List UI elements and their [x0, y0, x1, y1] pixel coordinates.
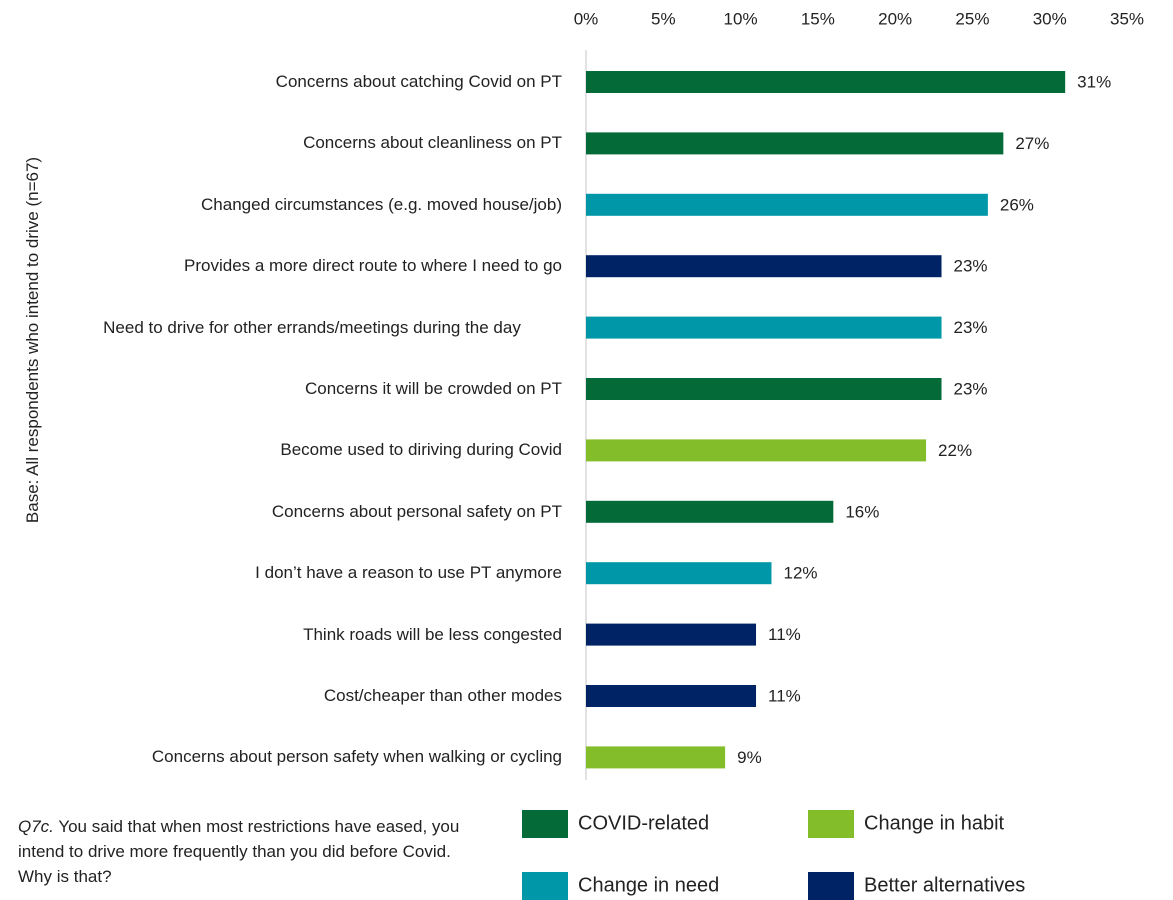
bar [586, 193, 988, 216]
category-label: Concerns about person safety when walkin… [151, 747, 562, 767]
footnote: Q7c. You said that when most restriction… [18, 814, 488, 889]
legend-swatch [522, 810, 568, 838]
category-label: Concerns about cleanliness on PT [303, 133, 562, 153]
legend-swatch [808, 872, 854, 900]
x-tick-label: 20% [878, 9, 912, 28]
legend-label: Better alternatives [864, 874, 1026, 897]
bar [586, 71, 1066, 93]
category-label: Concerns about catching Covid on PT [275, 72, 562, 91]
value-label: 23% [954, 379, 988, 398]
x-tick-label: 10% [724, 9, 758, 28]
value-label: 9% [737, 748, 762, 767]
bar [586, 439, 927, 462]
bar [586, 378, 942, 400]
value-label: 23% [954, 318, 988, 337]
footnote-label: Q7c. [18, 817, 54, 836]
x-tick-label: 25% [955, 9, 989, 28]
x-tick-label: 5% [651, 9, 676, 28]
x-tick-label: 0% [574, 9, 599, 28]
x-tick-label: 15% [801, 9, 835, 28]
bar [586, 132, 1004, 155]
bar [586, 500, 834, 523]
category-label: I don’t have a reason to use PT anymore [255, 563, 562, 583]
value-label: 31% [1077, 72, 1111, 91]
value-label: 26% [1000, 195, 1034, 214]
bar [586, 746, 726, 769]
footnote-text: You said that when most restrictions hav… [18, 817, 460, 886]
bar [586, 685, 757, 707]
category-label: Concerns about personal safety on PT [271, 501, 562, 521]
bar [586, 316, 942, 339]
value-label: 23% [954, 257, 988, 276]
category-label: Changed circumstances (e.g. moved house/… [201, 194, 562, 214]
legend-label: COVID-related [578, 812, 710, 835]
legend-label: Change in habit [864, 812, 1005, 835]
value-label: 22% [938, 441, 972, 460]
category-label: Need to drive for other errands/meetings… [103, 317, 521, 337]
value-label: 16% [845, 502, 879, 521]
bar [586, 255, 942, 278]
category-label: Cost/cheaper than other modes [323, 686, 562, 705]
legend-label: Change in need [578, 874, 720, 897]
bar [586, 562, 772, 585]
legend-swatch [808, 810, 854, 838]
category-label: Concerns it will be crowded on PT [304, 379, 562, 398]
category-label: Provides a more direct route to where I … [184, 256, 562, 276]
category-label: Think roads will be less congested [303, 624, 562, 644]
value-label: 11% [768, 686, 801, 705]
value-label: 12% [783, 564, 817, 583]
value-label: 27% [1015, 134, 1049, 153]
legend-swatch [522, 872, 568, 900]
x-tick-label: 35% [1110, 9, 1144, 28]
bar [586, 623, 757, 646]
category-label: Become used to diriving during Covid [280, 440, 562, 460]
x-tick-label: 30% [1033, 9, 1067, 28]
value-label: 11% [768, 625, 801, 644]
